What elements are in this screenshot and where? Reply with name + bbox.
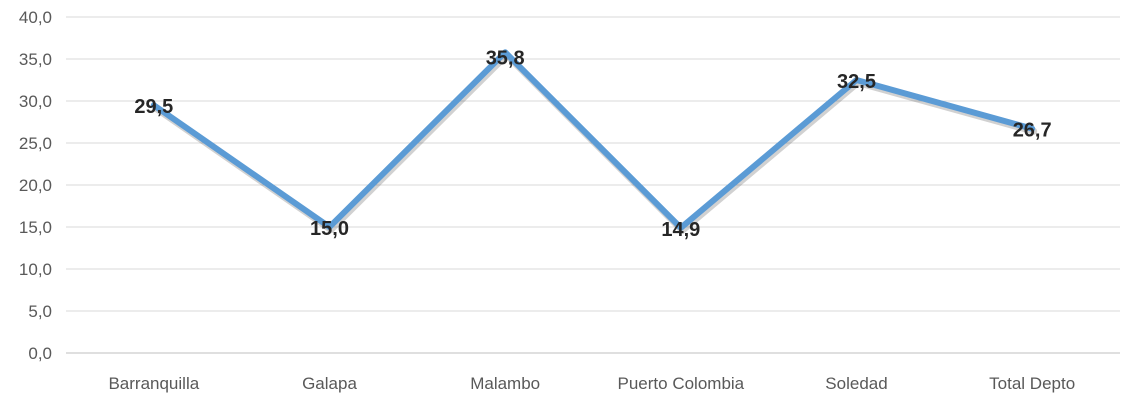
y-axis-tick-labels: 0,0 5,0 10,0 15,0 20,0 25,0 30,0 35,0 40,0 (19, 8, 52, 363)
y-tick-label: 30,0 (19, 92, 52, 111)
series-line-path (150, 49, 1036, 231)
gridlines (66, 16, 1120, 354)
y-tick-label: 25,0 (19, 134, 52, 153)
y-tick-label: 10,0 (19, 260, 52, 279)
y-tick-label: 15,0 (19, 218, 52, 237)
x-category-label: Barranquilla (108, 374, 199, 393)
x-category-label: Soledad (825, 374, 887, 393)
y-tick-label: 5,0 (28, 302, 52, 321)
x-category-label: Puerto Colombia (618, 374, 745, 393)
y-tick-label: 40,0 (19, 8, 52, 27)
data-label: 26,7 (1013, 120, 1052, 142)
data-label: 14,9 (661, 219, 700, 241)
x-category-label: Malambo (470, 374, 540, 393)
x-category-label: Total Depto (989, 374, 1075, 393)
y-tick-label: 35,0 (19, 50, 52, 69)
x-axis-category-labels: Barranquilla Galapa Malambo Puerto Colombia… (108, 374, 1075, 393)
y-tick-label: 0,0 (28, 344, 52, 363)
series-line (150, 49, 1038, 234)
data-label: 29,5 (134, 96, 173, 118)
data-label: 32,5 (837, 71, 876, 93)
data-labels: 29,5 15,0 35,8 14,9 32,5 26,7 (134, 47, 1051, 241)
data-label: 15,0 (310, 218, 349, 240)
y-tick-label: 20,0 (19, 176, 52, 195)
data-label: 35,8 (486, 47, 525, 69)
x-category-label: Galapa (302, 374, 357, 393)
